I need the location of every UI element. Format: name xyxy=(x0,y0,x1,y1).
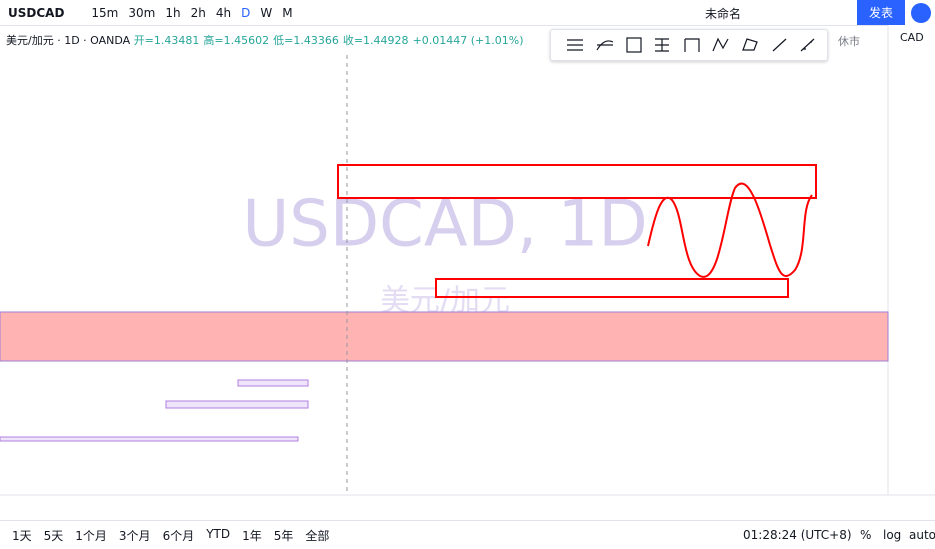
publish-button[interactable]: 发表 xyxy=(857,0,905,25)
range[interactable]: 全部 xyxy=(305,528,330,543)
log-toggle[interactable]: log xyxy=(883,528,902,542)
tool-icon[interactable] xyxy=(626,37,642,53)
auto-toggle[interactable]: auto xyxy=(909,528,935,542)
symbol[interactable]: USDCAD xyxy=(8,5,65,20)
range[interactable]: 1个月 xyxy=(75,528,107,543)
market-status: 休市 xyxy=(838,35,860,48)
interval[interactable]: 30m xyxy=(128,5,156,20)
intervals: 15m 30m 1h 2h 4h D W M xyxy=(86,6,297,20)
drawing xyxy=(435,278,789,298)
watermark: USDCAD, 1D xyxy=(242,188,647,262)
interval[interactable]: 15m xyxy=(91,5,119,20)
bottom-toolbar: 1天 5天 1个月 3个月 6个月 YTD 1年 5年 全部 01:28:24 (UTC+8) … xyxy=(0,520,935,549)
range[interactable]: 1天 xyxy=(12,528,32,543)
zone xyxy=(0,436,299,442)
ranges: 1天 5天 1个月 3个月 6个月 YTD 1年 5年 全部 xyxy=(6,527,335,544)
tool-icon[interactable] xyxy=(655,38,669,52)
top-toolbar: USDCAD 15m 30m 1h 2h 4h D W M 未命名 发表 xyxy=(0,0,935,26)
layout-name[interactable]: 未命名 xyxy=(705,7,742,21)
legend: 美元/加元 · 1D · OANDA 开=1.43481 高=1.45602 低=1… xyxy=(6,32,528,48)
ohlc-value: 开=1.43481 xyxy=(133,34,200,47)
interval[interactable]: 4h xyxy=(215,5,232,20)
interval[interactable]: M xyxy=(282,5,293,20)
tool-icon[interactable] xyxy=(567,39,583,51)
ohlc-value: 高=1.45602 xyxy=(203,34,270,47)
interval[interactable]: W xyxy=(260,5,273,20)
range[interactable]: 5年 xyxy=(273,528,294,543)
price-axis xyxy=(888,25,935,520)
tool-icon[interactable] xyxy=(742,38,758,51)
range[interactable]: 1年 xyxy=(242,528,262,543)
ohlc-value: +0.01447 (+1.01%) xyxy=(412,34,524,47)
drawing-toolbar xyxy=(550,29,828,61)
zone xyxy=(165,400,309,409)
ohlc: 开=1.43481 高=1.45602 低=1.43366 收=1.44928 +0.0… xyxy=(134,34,528,47)
chart: USDCAD, 1D 美元/加元 xyxy=(0,25,935,520)
interval[interactable]: D xyxy=(241,5,251,20)
drawing xyxy=(337,164,817,199)
range[interactable]: YTD xyxy=(206,526,231,541)
tool-icon[interactable] xyxy=(772,38,787,52)
interval[interactable]: 2h xyxy=(190,5,206,20)
tool-icon[interactable] xyxy=(596,40,614,51)
drawing-tools xyxy=(567,37,815,53)
tool-icon[interactable] xyxy=(800,38,815,52)
tool-icon[interactable] xyxy=(684,38,700,52)
clock: 01:28:24 (UTC+8) xyxy=(743,528,852,542)
percent-toggle[interactable]: % xyxy=(860,528,872,542)
replay-button[interactable] xyxy=(911,3,931,23)
tool-icon[interactable] xyxy=(712,37,729,52)
interval[interactable]: 1h xyxy=(165,5,181,20)
zone xyxy=(0,311,889,362)
legend-title: 美元/加元 · 1D · OANDA xyxy=(6,34,131,47)
ohlc-value: 收=1.44928 xyxy=(342,34,409,47)
range[interactable]: 3个月 xyxy=(118,528,151,543)
ohlc-value: 低=1.43366 xyxy=(273,34,339,47)
zone xyxy=(237,379,309,387)
range[interactable]: 6个月 xyxy=(162,528,195,543)
range[interactable]: 5天 xyxy=(43,528,64,543)
currency[interactable]: CAD xyxy=(900,31,924,44)
drawing xyxy=(647,182,813,278)
